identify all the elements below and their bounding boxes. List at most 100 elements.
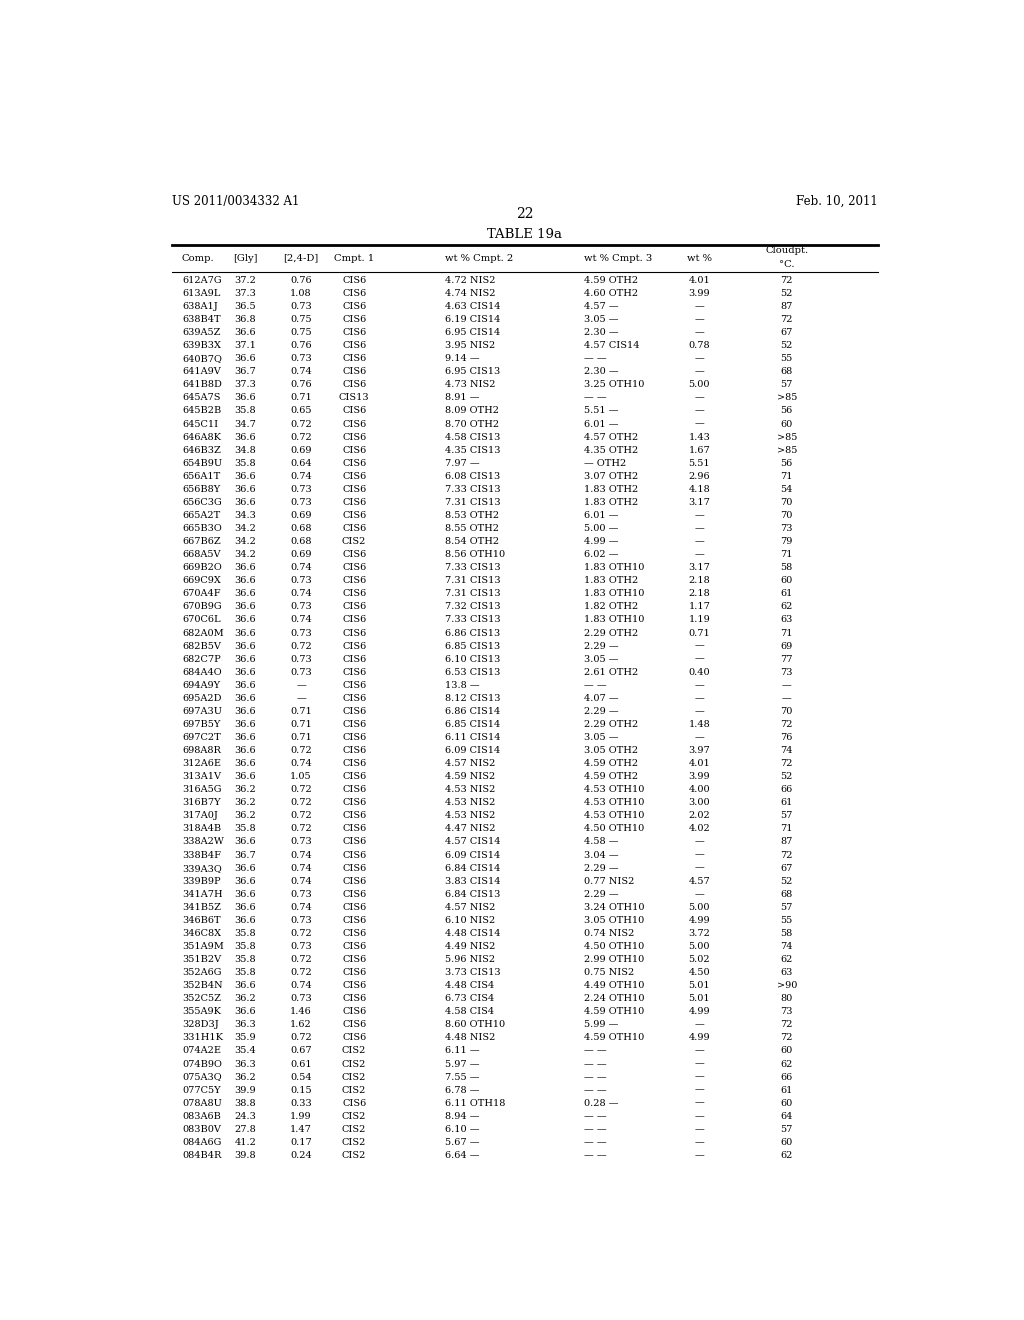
Text: 646B3Z: 646B3Z bbox=[182, 446, 221, 454]
Text: Comp.: Comp. bbox=[182, 253, 215, 263]
Text: 37.1: 37.1 bbox=[234, 341, 256, 350]
Text: 52: 52 bbox=[780, 289, 793, 298]
Text: 0.72: 0.72 bbox=[290, 433, 312, 442]
Text: 6.73 CIS4: 6.73 CIS4 bbox=[445, 994, 495, 1003]
Text: 639A5Z: 639A5Z bbox=[182, 329, 220, 337]
Text: 697C2T: 697C2T bbox=[182, 733, 221, 742]
Text: 63: 63 bbox=[780, 615, 793, 624]
Text: 36.6: 36.6 bbox=[234, 471, 256, 480]
Text: 36.3: 36.3 bbox=[234, 1020, 256, 1030]
Text: 638A1J: 638A1J bbox=[182, 302, 218, 312]
Text: 355A9K: 355A9K bbox=[182, 1007, 221, 1016]
Text: 1.43: 1.43 bbox=[688, 433, 711, 442]
Text: CIS6: CIS6 bbox=[342, 785, 367, 795]
Text: 670A4F: 670A4F bbox=[182, 589, 220, 598]
Text: 0.78: 0.78 bbox=[688, 341, 711, 350]
Text: 1.83 OTH10: 1.83 OTH10 bbox=[585, 589, 645, 598]
Text: 35.9: 35.9 bbox=[234, 1034, 256, 1043]
Text: —: — bbox=[694, 1098, 705, 1107]
Text: 4.59 NIS2: 4.59 NIS2 bbox=[445, 772, 496, 781]
Text: 56: 56 bbox=[780, 459, 793, 467]
Text: 0.64: 0.64 bbox=[290, 459, 312, 467]
Text: 1.83 OTH10: 1.83 OTH10 bbox=[585, 615, 645, 624]
Text: 5.01: 5.01 bbox=[688, 994, 711, 1003]
Text: CIS2: CIS2 bbox=[342, 1111, 367, 1121]
Text: 70: 70 bbox=[780, 498, 793, 507]
Text: — —: — — bbox=[585, 393, 607, 403]
Text: 3.73 CIS13: 3.73 CIS13 bbox=[445, 968, 501, 977]
Text: 55: 55 bbox=[780, 916, 793, 925]
Text: 39.8: 39.8 bbox=[234, 1151, 256, 1160]
Text: —: — bbox=[694, 407, 705, 416]
Text: 316B7Y: 316B7Y bbox=[182, 799, 220, 808]
Text: 36.6: 36.6 bbox=[234, 642, 256, 651]
Text: 0.71: 0.71 bbox=[290, 393, 312, 403]
Text: 352C5Z: 352C5Z bbox=[182, 994, 221, 1003]
Text: 72: 72 bbox=[780, 276, 793, 285]
Text: 668A5V: 668A5V bbox=[182, 550, 220, 560]
Text: 341A7H: 341A7H bbox=[182, 890, 222, 899]
Text: 4.48 CIS14: 4.48 CIS14 bbox=[445, 929, 501, 939]
Text: CIS6: CIS6 bbox=[342, 668, 367, 677]
Text: 5.67 —: 5.67 — bbox=[445, 1138, 480, 1147]
Text: 36.5: 36.5 bbox=[234, 302, 256, 312]
Text: 7.55 —: 7.55 — bbox=[445, 1073, 480, 1081]
Text: —: — bbox=[694, 1111, 705, 1121]
Text: 36.6: 36.6 bbox=[234, 890, 256, 899]
Text: 77: 77 bbox=[780, 655, 793, 664]
Text: 665B3O: 665B3O bbox=[182, 524, 222, 533]
Text: 36.6: 36.6 bbox=[234, 772, 256, 781]
Text: 6.11 OTH18: 6.11 OTH18 bbox=[445, 1098, 506, 1107]
Text: 0.67: 0.67 bbox=[290, 1047, 312, 1056]
Text: 4.59 OTH10: 4.59 OTH10 bbox=[585, 1007, 644, 1016]
Text: 36.6: 36.6 bbox=[234, 655, 256, 664]
Text: 313A1V: 313A1V bbox=[182, 772, 221, 781]
Text: 0.76: 0.76 bbox=[290, 380, 312, 389]
Text: 34.2: 34.2 bbox=[234, 524, 256, 533]
Text: 4.53 OTH10: 4.53 OTH10 bbox=[585, 799, 645, 808]
Text: 5.00: 5.00 bbox=[689, 903, 710, 912]
Text: CIS2: CIS2 bbox=[342, 1151, 367, 1160]
Text: 669C9X: 669C9X bbox=[182, 577, 221, 585]
Text: 36.6: 36.6 bbox=[234, 615, 256, 624]
Text: 4.57 NIS2: 4.57 NIS2 bbox=[445, 759, 496, 768]
Text: CIS13: CIS13 bbox=[339, 393, 370, 403]
Text: 36.2: 36.2 bbox=[234, 812, 256, 820]
Text: CIS6: CIS6 bbox=[342, 511, 367, 520]
Text: 0.75 NIS2: 0.75 NIS2 bbox=[585, 968, 635, 977]
Text: —: — bbox=[694, 1073, 705, 1081]
Text: 0.77 NIS2: 0.77 NIS2 bbox=[585, 876, 635, 886]
Text: 9.14 —: 9.14 — bbox=[445, 354, 480, 363]
Text: 55: 55 bbox=[780, 354, 793, 363]
Text: CIS6: CIS6 bbox=[342, 929, 367, 939]
Text: 52: 52 bbox=[780, 876, 793, 886]
Text: 3.05 —: 3.05 — bbox=[585, 733, 618, 742]
Text: [2,4-D]: [2,4-D] bbox=[284, 253, 318, 263]
Text: 4.99: 4.99 bbox=[688, 916, 711, 925]
Text: CIS6: CIS6 bbox=[342, 956, 367, 964]
Text: 4.35 CIS13: 4.35 CIS13 bbox=[445, 446, 501, 454]
Text: 6.84 CIS14: 6.84 CIS14 bbox=[445, 863, 501, 873]
Text: 36.7: 36.7 bbox=[234, 367, 256, 376]
Text: 5.97 —: 5.97 — bbox=[445, 1060, 480, 1068]
Text: 36.6: 36.6 bbox=[234, 876, 256, 886]
Text: 6.85 CIS13: 6.85 CIS13 bbox=[445, 642, 501, 651]
Text: 57: 57 bbox=[780, 812, 793, 820]
Text: 87: 87 bbox=[780, 302, 793, 312]
Text: 8.94 —: 8.94 — bbox=[445, 1111, 480, 1121]
Text: CIS6: CIS6 bbox=[342, 850, 367, 859]
Text: CIS6: CIS6 bbox=[342, 916, 367, 925]
Text: 0.76: 0.76 bbox=[290, 276, 312, 285]
Text: 36.6: 36.6 bbox=[234, 329, 256, 337]
Text: 2.18: 2.18 bbox=[688, 589, 711, 598]
Text: CIS6: CIS6 bbox=[342, 354, 367, 363]
Text: 3.95 NIS2: 3.95 NIS2 bbox=[445, 341, 496, 350]
Text: 6.95 CIS13: 6.95 CIS13 bbox=[445, 367, 501, 376]
Text: —: — bbox=[296, 681, 306, 690]
Text: 4.57 CIS14: 4.57 CIS14 bbox=[585, 341, 640, 350]
Text: 36.2: 36.2 bbox=[234, 785, 256, 795]
Text: 72: 72 bbox=[780, 850, 793, 859]
Text: 641A9V: 641A9V bbox=[182, 367, 221, 376]
Text: 0.72: 0.72 bbox=[290, 929, 312, 939]
Text: —: — bbox=[694, 642, 705, 651]
